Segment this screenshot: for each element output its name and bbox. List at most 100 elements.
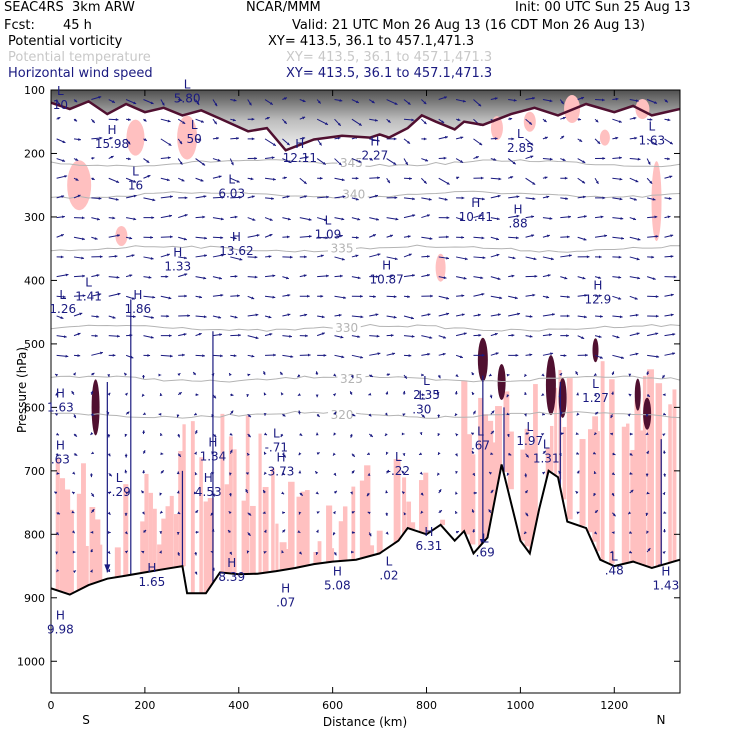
wind-arrowhead: [176, 532, 180, 535]
field-name-theta: Potential temperature: [8, 50, 151, 65]
pv-convective-column: [97, 544, 103, 582]
wind-arrowhead: [395, 217, 399, 221]
wind-arrowhead: [297, 374, 301, 378]
pv-convective-column: [596, 431, 600, 552]
wind-arrowhead: [393, 295, 397, 299]
pv-convective-column: [93, 519, 101, 584]
wind-arrowhead: [491, 410, 495, 414]
wind-arrowhead: [131, 254, 135, 258]
wind-arrowhead: [176, 471, 180, 475]
wind-arrowhead: [133, 217, 137, 221]
wind-arrowhead: [565, 197, 569, 200]
wind-arrowhead: [438, 510, 442, 514]
wind-arrowhead: [143, 138, 147, 141]
wind-arrowhead: [77, 354, 81, 358]
wind-arrowhead: [178, 392, 182, 395]
wind-arrowhead: [405, 161, 408, 165]
wind-arrowhead: [182, 353, 185, 357]
pv-convective-column: [76, 493, 83, 592]
wind-arrowhead: [333, 490, 337, 494]
wind-arrowhead: [472, 472, 475, 476]
wind-arrowhead: [552, 313, 555, 316]
wind-arrowhead: [129, 274, 133, 278]
pv-convective-column: [642, 375, 647, 565]
wind-arrowhead: [159, 433, 163, 437]
wind-arrowhead: [630, 432, 633, 436]
wind-arrowhead: [286, 142, 290, 146]
extremum-marker: H: [227, 556, 236, 570]
wind-arrowhead: [305, 334, 308, 338]
wind-arrowhead: [302, 99, 306, 103]
wind-arrowhead: [635, 313, 639, 317]
wind-arrowhead: [663, 473, 667, 477]
wind-arrowhead: [108, 473, 112, 477]
wind-arrowhead: [160, 510, 163, 514]
extremum-marker: H: [147, 561, 156, 575]
wind-arrowhead: [549, 333, 552, 337]
wind-arrowhead: [177, 434, 180, 438]
extremum-value: 5.80: [174, 91, 201, 105]
wind-arrowhead: [610, 415, 614, 419]
pv-high-core: [592, 338, 599, 363]
pv-convective-column: [178, 450, 185, 567]
wind-arrowhead: [56, 569, 60, 573]
extremum-value: .69: [476, 545, 495, 559]
wind-arrowhead: [369, 374, 373, 377]
wind-arrowhead: [62, 215, 65, 219]
wind-arrowhead: [412, 197, 416, 201]
wind-arrowhead: [127, 118, 131, 121]
wind-arrowhead: [423, 121, 427, 125]
isentrope-line: [51, 410, 680, 419]
wind-arrowhead: [254, 275, 258, 279]
wind-arrowhead: [616, 335, 620, 339]
wind-arrowhead: [649, 180, 653, 184]
pv-convective-column: [368, 545, 375, 557]
extremum-marker: L: [57, 84, 64, 98]
wind-arrowhead: [656, 355, 660, 359]
pv-convective-column: [220, 413, 225, 573]
wind-arrowhead: [283, 120, 287, 124]
wind-arrowhead: [576, 470, 580, 474]
wind-arrowhead: [421, 373, 424, 377]
wind-arrowhead: [566, 235, 570, 239]
wind-arrowhead: [255, 313, 259, 317]
wind-arrowhead: [355, 176, 359, 180]
wind-arrowhead: [531, 215, 535, 219]
wind-arrowhead: [611, 493, 615, 497]
wind-arrowhead: [511, 137, 515, 141]
wind-arrowhead: [584, 294, 588, 297]
wind-arrowhead: [146, 160, 150, 163]
wind-arrowhead: [394, 102, 398, 105]
wind-arrowhead: [457, 118, 461, 122]
wind-arrowhead: [269, 101, 273, 105]
pv-convective-column: [140, 521, 146, 574]
wind-arrowhead: [281, 491, 285, 495]
x-tick-label: 400: [228, 699, 249, 712]
wind-arrowhead: [324, 122, 328, 125]
wind-arrowhead: [124, 531, 128, 535]
wind-arrowhead: [351, 470, 355, 474]
wind-arrowhead: [464, 257, 468, 261]
extremum-marker: H: [56, 387, 65, 401]
wind-arrowhead: [550, 352, 554, 356]
wind-arrowhead: [593, 393, 597, 397]
wind-arrowhead: [233, 354, 237, 358]
extremum-marker: H: [382, 258, 391, 272]
wind-arrowhead: [529, 315, 533, 318]
wind-arrowhead: [612, 513, 616, 517]
wind-arrowhead: [377, 253, 381, 257]
wind-arrowhead: [610, 432, 614, 436]
wind-arrowhead: [355, 100, 359, 103]
wind-arrowhead: [286, 235, 290, 239]
wind-arrowhead: [170, 235, 173, 239]
wind-arrowhead: [419, 432, 423, 435]
wind-arrowhead: [427, 255, 430, 258]
wind-arrowhead: [63, 335, 67, 339]
wind-arrowhead: [472, 529, 476, 532]
pv-convective-column: [317, 541, 322, 564]
wind-arrowhead: [567, 295, 570, 299]
wind-arrowhead: [184, 256, 187, 260]
wind-arrowhead: [636, 257, 640, 261]
wind-arrowhead: [430, 294, 433, 298]
wind-arrowhead: [159, 550, 162, 554]
